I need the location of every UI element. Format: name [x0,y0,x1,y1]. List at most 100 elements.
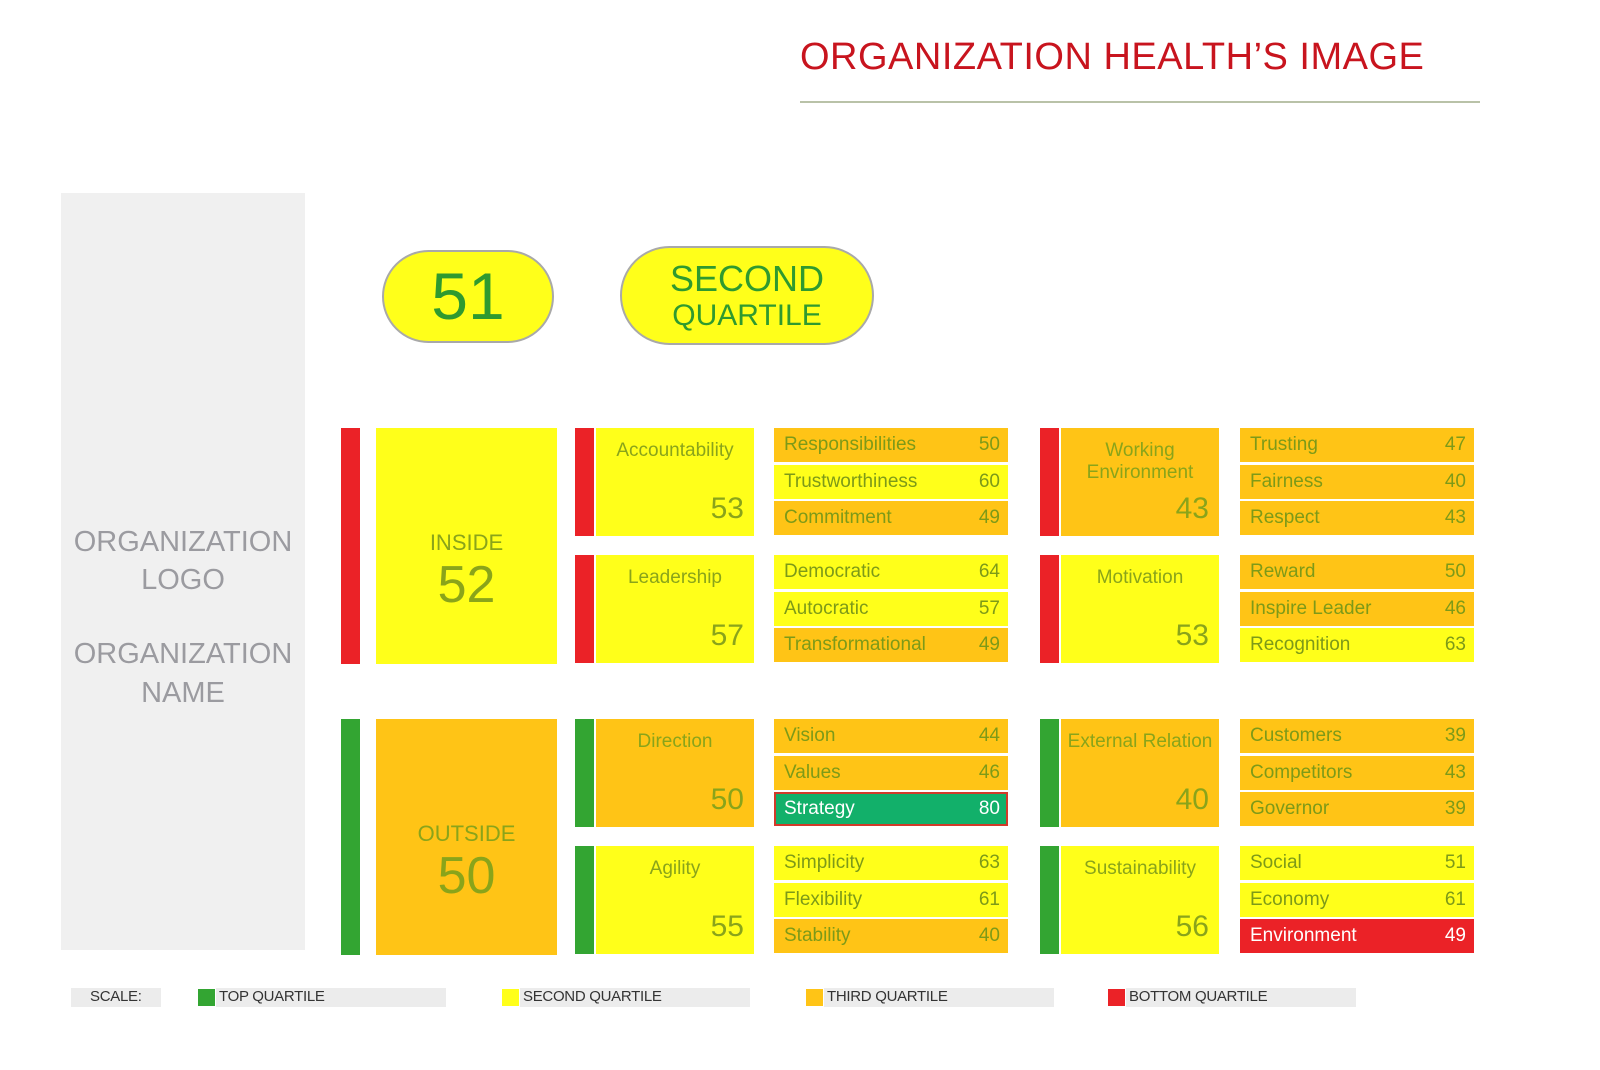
group-label: INSIDE [429,530,504,555]
sub-item-value: 50 [978,434,1000,455]
sub-item-value: 63 [978,852,1000,873]
group-box-inside: INSIDE 52 [376,428,557,664]
dimension-quartile-bar [1040,555,1059,663]
sub-item-label: Competitors [1250,761,1353,783]
sub-item-label: Trustworthiness [784,470,918,492]
dimension-label: Motivation [1096,567,1184,588]
sub-item-customers: Customers 39 [1240,719,1474,753]
sub-item-autocratic: Autocratic 57 [774,591,1008,626]
dimension-box-working-environment: Working Environment 43 [1061,428,1219,536]
sub-item-inspire-leader: Inspire Leader 46 [1240,591,1474,626]
sub-item-label: Democratic [784,561,881,582]
sub-item-vision: Vision 44 [774,719,1008,753]
dimension-box-leadership: Leadership 57 [596,555,754,663]
sub-item-value: 44 [978,725,1000,746]
title-divider [800,101,1480,103]
scale-entry-bg [216,988,446,1007]
sub-item-responsibilities: Responsibilities 50 [774,428,1008,462]
sub-item-governor: Governor 39 [1240,792,1474,826]
logo-line-1: ORGANIZATION [73,526,293,558]
sub-item-value: 46 [978,761,1000,783]
sub-item-label: Social [1250,852,1302,873]
sub-item-value: 39 [1444,798,1466,819]
dimension-label: Agility [649,858,701,879]
sub-item-competitors: Competitors 43 [1240,755,1474,790]
scale-entry-bg [1126,988,1356,1007]
dimension-box-motivation: Motivation 53 [1061,555,1219,663]
sub-item-label: Customers [1250,725,1342,746]
sub-item-value: 60 [978,470,1000,492]
scale-swatch-yellow [502,989,519,1006]
sub-item-label: Vision [784,725,836,746]
scale-entry-bg [824,988,1054,1007]
sub-item-value: 80 [978,798,1000,819]
sub-item-label: Fairness [1250,470,1323,492]
group-box-outside: OUTSIDE 50 [376,719,557,955]
group-quartile-bar [341,719,360,955]
sub-item-label: Reward [1250,561,1316,582]
scale-entry-label: TOP QUARTILE [219,988,325,1005]
sub-item-label: Responsibilities [784,434,917,455]
dimension-value: 50 [710,783,744,816]
group-value: 50 [437,847,496,905]
group-label: OUTSIDE [417,821,516,846]
scale-label: SCALE: [90,988,142,1005]
scale-swatch-red [1108,989,1125,1006]
dimension-label: Leadership [627,567,723,588]
sub-item-value: 40 [1444,470,1466,492]
page-title: ORGANIZATION HEALTH’S IMAGE [800,36,1425,78]
sub-item-label: Simplicity [784,852,865,873]
sub-item-flexibility: Flexibility 61 [774,882,1008,917]
dimension-quartile-bar [575,555,594,663]
dimension-quartile-bar [575,846,594,954]
sub-item-commitment: Commitment 49 [774,501,1008,535]
dimension-value: 53 [1175,619,1209,652]
dimension-box-agility: Agility 55 [596,846,754,954]
scale-swatch-orange [806,989,823,1006]
sub-item-label: Recognition [1250,634,1351,655]
sub-item-label: Transformational [784,634,926,655]
dimension-quartile-bar [575,428,594,536]
scale-label-bg [71,988,161,1007]
quartile-line-1: SECOND [669,258,825,299]
sub-item-value: 49 [978,507,1000,528]
dimension-quartile-bar [1040,846,1059,954]
dimension-quartile-bar [575,719,594,827]
group-quartile-bar [341,428,360,664]
sub-item-value: 46 [1444,597,1466,619]
dimension-quartile-bar [1040,428,1059,536]
sub-item-label: Commitment [784,507,892,528]
sub-item-label: Inspire Leader [1250,597,1372,619]
dimension-box-direction: Direction 50 [596,719,754,827]
dimension-value: 53 [710,492,744,525]
overall-quartile-badge: SECOND QUARTILE [620,246,874,345]
sub-item-recognition: Recognition 63 [1240,628,1474,662]
dimension-box-external-relation: External Relation 40 [1061,719,1219,827]
sub-item-label: Economy [1250,888,1330,910]
sub-item-simplicity: Simplicity 63 [774,846,1008,880]
sub-item-label: Flexibility [784,888,863,910]
sub-item-value: 43 [1444,507,1466,528]
sub-item-value: 50 [1444,561,1466,582]
sub-item-value: 39 [1444,725,1466,746]
dimension-value: 56 [1175,910,1209,943]
sub-item-social: Social 51 [1240,846,1474,880]
sub-item-trustworthiness: Trustworthiness 60 [774,464,1008,499]
overall-score-badge: 51 [382,250,554,343]
dimension-label: Direction [637,731,713,752]
scale-entry-label: SECOND QUARTILE [523,988,662,1005]
sub-item-stability: Stability 40 [774,919,1008,953]
sub-item-value: 43 [1444,761,1466,783]
sub-item-label: Strategy [784,798,855,819]
sub-item-label: Stability [784,925,851,946]
dimension-value: 57 [710,619,744,652]
sub-item-value: 47 [1444,434,1466,455]
sub-item-trusting: Trusting 47 [1240,428,1474,462]
sub-item-transformational: Transformational 49 [774,628,1008,662]
sub-item-value: 40 [978,925,1000,946]
sub-item-values: Values 46 [774,755,1008,790]
dimension-label: Sustainability [1084,858,1196,879]
sub-item-value: 61 [978,888,1000,910]
organization-logo-panel: ORGANIZATION LOGO ORGANIZATION NAME [61,193,305,950]
dimension-label: External Relation [1067,731,1213,752]
